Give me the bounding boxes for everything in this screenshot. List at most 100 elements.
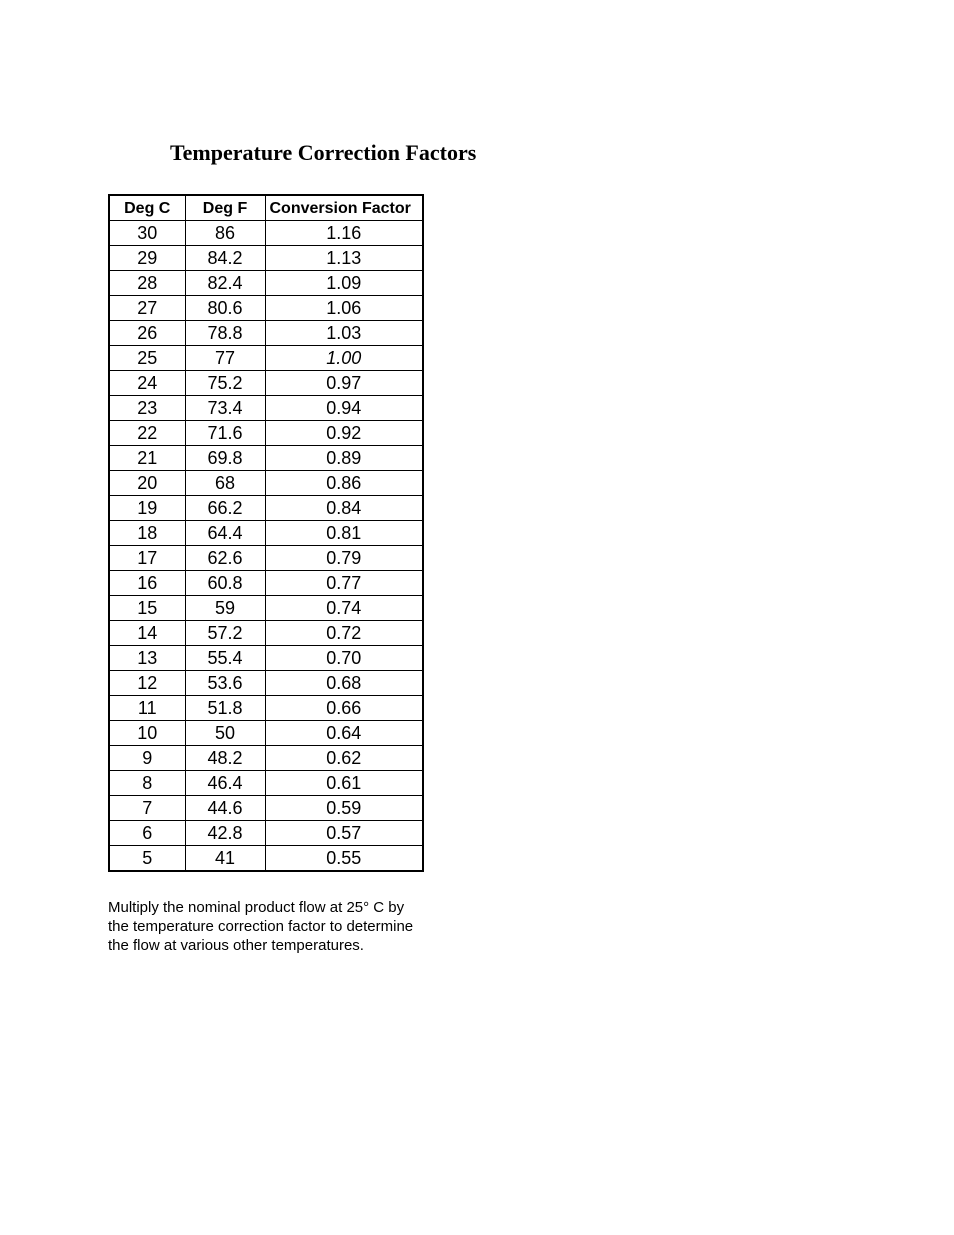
table-cell: 9 xyxy=(109,746,185,771)
table-cell: 0.68 xyxy=(265,671,423,696)
table-row: 1966.20.84 xyxy=(109,496,423,521)
table-cell: 24 xyxy=(109,371,185,396)
table-cell: 59 xyxy=(185,596,265,621)
table-row: 2475.20.97 xyxy=(109,371,423,396)
table-row: 20680.86 xyxy=(109,471,423,496)
table-cell: 66.2 xyxy=(185,496,265,521)
table-cell: 0.79 xyxy=(265,546,423,571)
table-cell: 16 xyxy=(109,571,185,596)
table-cell: 25 xyxy=(109,346,185,371)
table-cell: 0.89 xyxy=(265,446,423,471)
table-cell: 1.06 xyxy=(265,296,423,321)
table-cell: 22 xyxy=(109,421,185,446)
table-cell: 0.92 xyxy=(265,421,423,446)
table-cell: 6 xyxy=(109,821,185,846)
table-cell: 11 xyxy=(109,696,185,721)
table-cell: 14 xyxy=(109,621,185,646)
table-cell: 7 xyxy=(109,796,185,821)
table-cell: 1.16 xyxy=(265,221,423,246)
table-header-row: Deg C Deg F Conversion Factor xyxy=(109,195,423,221)
table-cell: 0.66 xyxy=(265,696,423,721)
table-row: 1151.80.66 xyxy=(109,696,423,721)
table-cell: 0.55 xyxy=(265,846,423,872)
table-cell: 0.62 xyxy=(265,746,423,771)
table-row: 1355.40.70 xyxy=(109,646,423,671)
table-cell: 30 xyxy=(109,221,185,246)
col-header-conversion-factor: Conversion Factor xyxy=(265,195,423,221)
col-header-deg-f: Deg F xyxy=(185,195,265,221)
table-cell: 50 xyxy=(185,721,265,746)
table-cell: 77 xyxy=(185,346,265,371)
table-cell: 68 xyxy=(185,471,265,496)
table-cell: 28 xyxy=(109,271,185,296)
table-cell: 23 xyxy=(109,396,185,421)
table-row: 30861.16 xyxy=(109,221,423,246)
table-cell: 15 xyxy=(109,596,185,621)
table-cell: 1.03 xyxy=(265,321,423,346)
table-row: 1253.60.68 xyxy=(109,671,423,696)
table-row: 2271.60.92 xyxy=(109,421,423,446)
table-cell: 0.64 xyxy=(265,721,423,746)
table-row: 2780.61.06 xyxy=(109,296,423,321)
page: Temperature Correction Factors Deg C Deg… xyxy=(0,0,954,955)
table-row: 744.60.59 xyxy=(109,796,423,821)
table-cell: 41 xyxy=(185,846,265,872)
table-row: 2678.81.03 xyxy=(109,321,423,346)
table-cell: 53.6 xyxy=(185,671,265,696)
table-cell: 0.61 xyxy=(265,771,423,796)
table-cell: 26 xyxy=(109,321,185,346)
table-row: 846.40.61 xyxy=(109,771,423,796)
table-cell: 0.77 xyxy=(265,571,423,596)
table-cell: 60.8 xyxy=(185,571,265,596)
table-cell: 29 xyxy=(109,246,185,271)
table-cell: 10 xyxy=(109,721,185,746)
table-cell: 46.4 xyxy=(185,771,265,796)
table-row: 10500.64 xyxy=(109,721,423,746)
table-row: 5410.55 xyxy=(109,846,423,872)
table-cell: 5 xyxy=(109,846,185,872)
table-cell: 1.09 xyxy=(265,271,423,296)
table-cell: 42.8 xyxy=(185,821,265,846)
table-body: 30861.162984.21.132882.41.092780.61.0626… xyxy=(109,221,423,872)
table-cell: 69.8 xyxy=(185,446,265,471)
table-row: 1864.40.81 xyxy=(109,521,423,546)
table-cell: 27 xyxy=(109,296,185,321)
table-cell: 51.8 xyxy=(185,696,265,721)
table-cell: 0.74 xyxy=(265,596,423,621)
table-cell: 0.97 xyxy=(265,371,423,396)
table-cell: 13 xyxy=(109,646,185,671)
table-cell: 62.6 xyxy=(185,546,265,571)
table-cell: 48.2 xyxy=(185,746,265,771)
table-cell: 78.8 xyxy=(185,321,265,346)
table-cell: 57.2 xyxy=(185,621,265,646)
table-cell: 71.6 xyxy=(185,421,265,446)
table-row: 2373.40.94 xyxy=(109,396,423,421)
col-header-deg-c: Deg C xyxy=(109,195,185,221)
table-row: 2882.41.09 xyxy=(109,271,423,296)
table-cell: 1.13 xyxy=(265,246,423,271)
table-row: 2984.21.13 xyxy=(109,246,423,271)
table-row: 1457.20.72 xyxy=(109,621,423,646)
table-cell: 18 xyxy=(109,521,185,546)
table-cell: 73.4 xyxy=(185,396,265,421)
table-cell: 0.94 xyxy=(265,396,423,421)
table-cell: 64.4 xyxy=(185,521,265,546)
table-cell: 0.59 xyxy=(265,796,423,821)
table-cell: 1.00 xyxy=(265,346,423,371)
table-cell: 84.2 xyxy=(185,246,265,271)
table-cell: 17 xyxy=(109,546,185,571)
table-cell: 86 xyxy=(185,221,265,246)
table-cell: 12 xyxy=(109,671,185,696)
table-cell: 75.2 xyxy=(185,371,265,396)
table-cell: 19 xyxy=(109,496,185,521)
table-cell: 55.4 xyxy=(185,646,265,671)
table-row: 25771.00 xyxy=(109,346,423,371)
table-cell: 8 xyxy=(109,771,185,796)
table-cell: 0.72 xyxy=(265,621,423,646)
correction-factors-table: Deg C Deg F Conversion Factor 30861.1629… xyxy=(108,194,424,872)
table-row: 1762.60.79 xyxy=(109,546,423,571)
table-row: 642.80.57 xyxy=(109,821,423,846)
table-row: 2169.80.89 xyxy=(109,446,423,471)
table-cell: 44.6 xyxy=(185,796,265,821)
table-row: 15590.74 xyxy=(109,596,423,621)
